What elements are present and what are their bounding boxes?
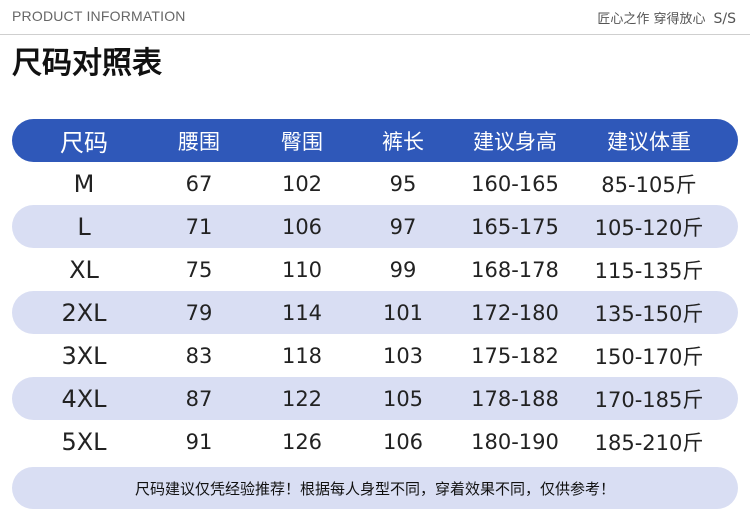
table-cell: 67 — [185, 171, 213, 196]
table-cell: 83 — [185, 343, 213, 368]
table-cell: 170-185斤 — [594, 387, 704, 412]
table-cell: 114 — [281, 300, 323, 325]
table-row: 3XL 83 118 103 175-182 150-170斤 — [12, 334, 738, 377]
table-row: 2XL 79 114 101 172-180 135-150斤 — [12, 291, 738, 334]
table-cell: 95 — [389, 171, 417, 196]
column-header-size: 尺码 — [60, 129, 108, 157]
table-cell: M — [73, 169, 95, 198]
table-cell: 5XL — [61, 427, 107, 456]
table-cell: 87 — [185, 386, 213, 411]
page-title: 尺码对照表 — [12, 46, 162, 81]
table-cell: 79 — [185, 300, 213, 325]
table-row: XL 75 110 99 168-178 115-135斤 — [12, 248, 738, 291]
table-cell: L — [77, 212, 91, 241]
table-header-row: 尺码 腰围 臀围 裤长 建议身高 建议体重 — [12, 119, 738, 162]
brand-slogan: 匠心之作 穿得放心 S/S — [597, 8, 736, 27]
table-cell: 180-190 — [471, 429, 559, 454]
table-cell: 105-120斤 — [594, 215, 704, 240]
table-cell: 2XL — [61, 298, 107, 327]
table-cell: 97 — [389, 214, 417, 239]
table-row: L 71 106 97 165-175 105-120斤 — [12, 205, 738, 248]
table-cell: 103 — [382, 343, 424, 368]
table-cell: 4XL — [61, 384, 107, 413]
table-cell: 115-135斤 — [594, 258, 704, 283]
column-header-length: 裤长 — [382, 129, 424, 154]
table-cell: 110 — [281, 257, 323, 282]
size-table: 尺码 腰围 臀围 裤长 建议身高 建议体重 M 67 102 95 160-16… — [12, 119, 738, 463]
column-header-hip: 臀围 — [281, 129, 323, 154]
column-header-waist: 腰围 — [178, 129, 220, 154]
table-row: 5XL 91 126 106 180-190 185-210斤 — [12, 420, 738, 463]
brand-slogan-text: 匠心之作 穿得放心 — [597, 12, 706, 27]
table-cell: 105 — [382, 386, 424, 411]
table-cell: 91 — [185, 429, 213, 454]
brand-logo-text: S/S — [713, 11, 737, 27]
table-row: 4XL 87 122 105 178-188 170-185斤 — [12, 377, 738, 420]
table-cell: 102 — [281, 171, 323, 196]
table-cell: 178-188 — [471, 386, 559, 411]
product-information-label: PRODUCT INFORMATION — [12, 8, 186, 24]
table-cell: 172-180 — [471, 300, 559, 325]
table-cell: 126 — [281, 429, 323, 454]
header-divider — [0, 34, 750, 35]
table-cell: 135-150斤 — [594, 301, 704, 326]
table-cell: 150-170斤 — [594, 344, 704, 369]
table-cell: 99 — [389, 257, 417, 282]
table-cell: 185-210斤 — [594, 430, 704, 455]
table-cell: 122 — [281, 386, 323, 411]
table-cell: XL — [69, 255, 99, 284]
table-cell: 3XL — [61, 341, 107, 370]
table-cell: 160-165 — [471, 171, 559, 196]
table-cell: 165-175 — [471, 214, 559, 239]
size-disclaimer-note: 尺码建议仅凭经验推荐！根据每人身型不同，穿着效果不同，仅供参考！ — [12, 467, 738, 509]
table-cell: 106 — [281, 214, 323, 239]
table-cell: 71 — [185, 214, 213, 239]
table-cell: 85-105斤 — [601, 172, 697, 197]
column-header-height: 建议身高 — [473, 129, 557, 154]
table-cell: 106 — [382, 429, 424, 454]
table-cell: 118 — [281, 343, 323, 368]
top-bar: PRODUCT INFORMATION 匠心之作 穿得放心 S/S — [0, 0, 750, 34]
column-header-weight: 建议体重 — [607, 129, 691, 154]
table-row: M 67 102 95 160-165 85-105斤 — [12, 162, 738, 205]
table-cell: 175-182 — [471, 343, 559, 368]
table-cell: 101 — [382, 300, 424, 325]
table-cell: 168-178 — [471, 257, 559, 282]
table-cell: 75 — [185, 257, 213, 282]
